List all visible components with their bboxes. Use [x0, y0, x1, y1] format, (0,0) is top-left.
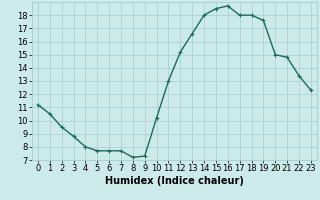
X-axis label: Humidex (Indice chaleur): Humidex (Indice chaleur)	[105, 176, 244, 186]
